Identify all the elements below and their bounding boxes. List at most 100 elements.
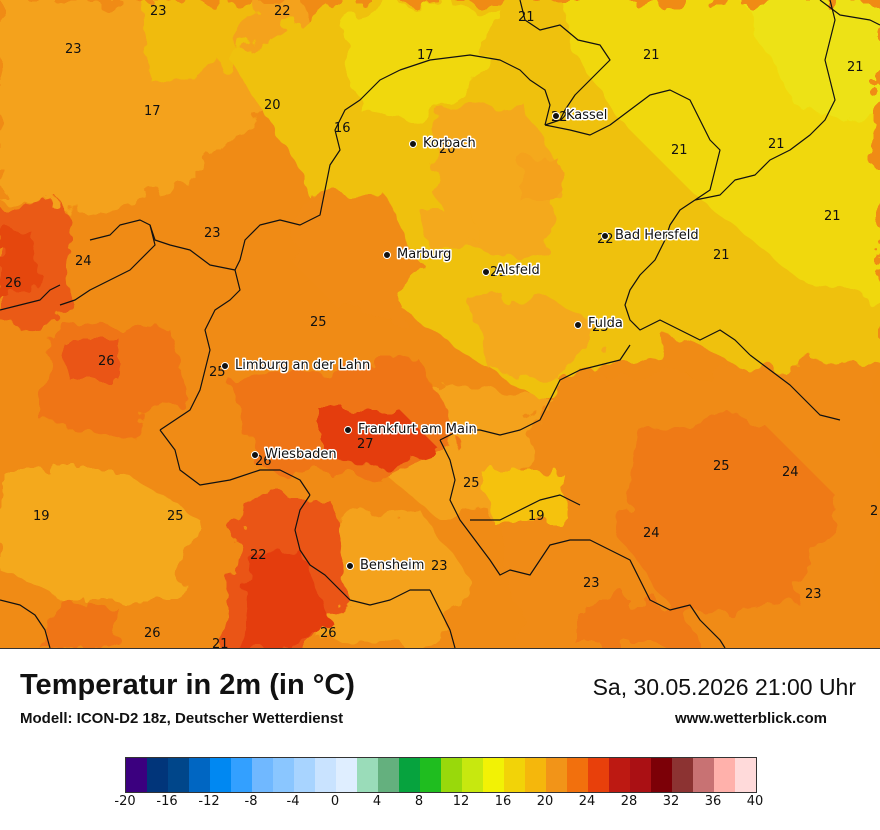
grid-value: 25: [713, 459, 730, 474]
city-temp: 27: [357, 437, 374, 452]
legend-tick-label: -16: [156, 794, 178, 809]
legend-tick-label: 8: [414, 794, 424, 809]
legend-swatch: [483, 758, 504, 792]
city-name: Wiesbaden: [265, 447, 337, 462]
city-alsfeld[interactable]: 21 Alsfeld: [482, 262, 541, 280]
legend-swatch: [588, 758, 609, 792]
grid-value: 22: [250, 548, 267, 563]
legend-tick-label: 28: [620, 794, 638, 809]
city-name: Bad Hersfeld: [615, 228, 699, 243]
legend-swatch: [252, 758, 273, 792]
city-temp: 23: [431, 559, 448, 574]
city-fulda[interactable]: 23 Fulda: [574, 315, 624, 335]
grid-value: 23: [583, 576, 600, 591]
city-name: Kassel: [566, 108, 607, 123]
grid-value: 23: [805, 587, 822, 602]
legend-swatch: [630, 758, 651, 792]
map-title: Temperatur in 2m (in °C): [20, 669, 355, 701]
grid-value: 21: [643, 48, 660, 63]
legend-swatch: [357, 758, 378, 792]
city-bensheim[interactable]: 23 Bensheim: [346, 557, 448, 575]
city-temp: 25: [209, 365, 226, 380]
legend-swatch: [168, 758, 189, 792]
legend-swatch: [273, 758, 294, 792]
city-dot: [383, 251, 391, 259]
city-name: Bensheim: [360, 558, 424, 573]
grid-value: 26: [144, 626, 161, 641]
grid-value: 23: [150, 4, 167, 19]
grid-value: 17: [144, 104, 161, 119]
grid-value: 25: [167, 509, 184, 524]
grid-value: 21: [671, 143, 688, 158]
city-wiesbaden[interactable]: 26 Wiesbaden: [251, 446, 338, 469]
grid-value: 26: [320, 626, 337, 641]
city-markers: 22 Kassel 20 Korbach 22 Bad Hersfeld Mar…: [209, 107, 700, 575]
city-frankfurt[interactable]: 27 Frankfurt am Main: [344, 421, 478, 452]
grid-value: 24: [782, 465, 799, 480]
city-dot: [482, 268, 490, 276]
city-dot: [221, 362, 229, 370]
city-temp: 21: [490, 265, 507, 280]
grid-value: 24: [75, 254, 92, 269]
city-marburg[interactable]: Marburg: [383, 246, 453, 264]
grid-value: 21: [518, 10, 535, 25]
grid-value: 19: [528, 509, 545, 524]
legend-swatch: [210, 758, 231, 792]
grid-values: 23 22 21 23 17 21 21 17 20 16 21 21 21 2…: [5, 4, 878, 648]
legend-swatch: [672, 758, 693, 792]
color-legend: [125, 757, 757, 793]
legend-tick-label: 36: [704, 794, 722, 809]
legend-swatch: [147, 758, 168, 792]
legend-swatch: [693, 758, 714, 792]
city-limburg[interactable]: 25 Limburg an der Lahn: [209, 357, 372, 381]
city-dot: [344, 426, 352, 434]
legend-tick-label: 20: [536, 794, 554, 809]
city-dot: [552, 112, 560, 120]
legend-swatch: [399, 758, 420, 792]
legend-swatch: [336, 758, 357, 792]
state-borders: [0, 0, 880, 648]
legend-swatch: [315, 758, 336, 792]
legend-tick-label: 40: [746, 794, 764, 809]
grid-value: 21: [824, 209, 841, 224]
legend-tick-label: -8: [244, 794, 258, 809]
grid-value: 19: [33, 509, 50, 524]
legend-swatch: [420, 758, 441, 792]
map-footer: Temperatur in 2m (in °C) Modell: ICON-D2…: [0, 649, 880, 830]
legend-tick-label: 12: [452, 794, 470, 809]
website-link[interactable]: www.wetterblick.com: [675, 710, 827, 727]
city-bad-hersfeld[interactable]: 22 Bad Hersfeld: [597, 227, 700, 248]
legend-swatch: [189, 758, 210, 792]
temperature-field-hotspots: [0, 160, 570, 648]
city-korbach[interactable]: 20 Korbach: [409, 135, 477, 157]
legend-tick-label: -20: [114, 794, 136, 809]
grid-value: 17: [417, 48, 434, 63]
legend-tick-label: 32: [662, 794, 680, 809]
grid-value: 23: [65, 42, 82, 57]
grid-value: 25: [463, 476, 480, 491]
city-dot: [409, 140, 417, 148]
legend-swatch: [651, 758, 672, 792]
grid-value: 21: [212, 637, 229, 648]
grid-value: 26: [98, 354, 115, 369]
grid-value: 26: [5, 276, 22, 291]
legend-tick-label: -4: [286, 794, 300, 809]
city-name: Fulda: [588, 316, 623, 331]
city-temp: 26: [255, 454, 272, 469]
legend-swatch: [231, 758, 252, 792]
legend-swatch: [714, 758, 735, 792]
legend-swatch: [546, 758, 567, 792]
city-dot: [346, 562, 354, 570]
city-name: Marburg: [397, 247, 451, 262]
grid-value: 20: [264, 98, 281, 113]
map-canvas: 23 22 21 23 17 21 21 17 20 16 21 21 21 2…: [0, 0, 880, 648]
legend-swatch: [567, 758, 588, 792]
legend-swatch: [735, 758, 756, 792]
legend-swatch: [525, 758, 546, 792]
legend-tick-label: 24: [578, 794, 596, 809]
city-kassel[interactable]: 22 Kassel: [551, 107, 609, 126]
legend-swatch: [462, 758, 483, 792]
grid-value: 21: [768, 137, 785, 152]
city-name: Alsfeld: [496, 263, 540, 278]
legend-tick-label: 16: [494, 794, 512, 809]
